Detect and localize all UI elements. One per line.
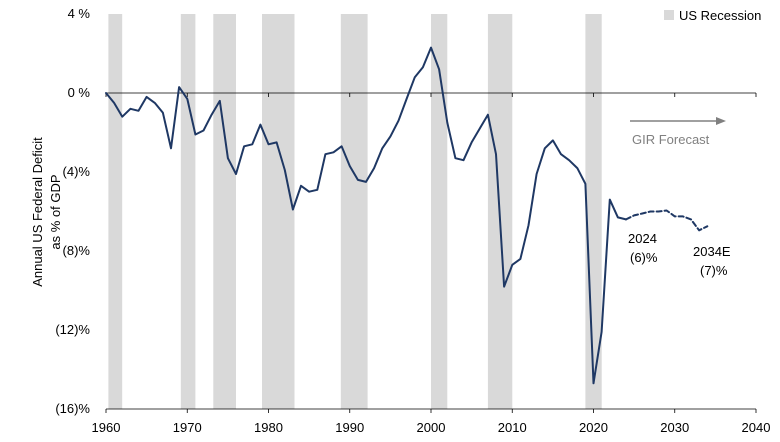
series-lines (105, 46, 709, 385)
forecast-label: GIR Forecast (632, 132, 710, 147)
recession-band-0 (108, 14, 123, 409)
y-axis-label-line1: Annual US Federal Deficit (30, 137, 45, 287)
forecast-marker: GIR Forecast (630, 117, 726, 147)
x-tick-label-8: 2040 (742, 420, 771, 435)
x-tick-label-1: 1970 (173, 420, 202, 435)
y-tick-label-0: 4 % (68, 6, 91, 21)
legend: US Recession (664, 8, 761, 23)
recession-band-2 (213, 14, 236, 409)
recession-band-1 (180, 14, 196, 409)
annotation-2024: 2024 (6)% (628, 231, 658, 265)
x-tick-label-7: 2030 (660, 420, 689, 435)
y-tick-label-4: (12)% (55, 322, 90, 337)
annotation-2034e-year: 2034E (693, 244, 731, 259)
annotation-2034e: 2034E (7)% (693, 244, 731, 278)
x-tick-label-5: 2010 (498, 420, 527, 435)
legend-label: US Recession (679, 8, 761, 23)
y-tick-label-3: (8)% (63, 243, 91, 258)
annotation-2034e-value: (7)% (700, 263, 728, 278)
forecast-arrow-head (716, 117, 726, 125)
recession-band-7 (585, 14, 602, 409)
legend-swatch (664, 10, 674, 20)
y-tick-label-1: 0 % (68, 85, 91, 100)
annotation-2024-value: (6)% (630, 250, 658, 265)
series-line-forecast (625, 209, 709, 232)
x-tick-label-2: 1980 (254, 420, 283, 435)
x-tick-label-4: 2000 (417, 420, 446, 435)
recession-band-5 (431, 14, 448, 409)
x-tick-label-3: 1990 (335, 420, 364, 435)
x-tick-label-6: 2020 (579, 420, 608, 435)
series-line-actual (105, 46, 627, 385)
annotation-2024-year: 2024 (628, 231, 657, 246)
recession-bands (108, 14, 602, 409)
axes: 4 % 0 % (4)% (8)% (12)% (16)%1960 1970 1980 1990… (55, 6, 770, 435)
recession-band-3 (262, 14, 295, 409)
y-tick-label-2: (4)% (63, 164, 91, 179)
recession-band-4 (340, 14, 368, 409)
y-tick-label-5: (16)% (55, 401, 90, 416)
x-tick-label-0: 1960 (92, 420, 121, 435)
y-axis-label-line2: as % of GDP (48, 174, 63, 249)
